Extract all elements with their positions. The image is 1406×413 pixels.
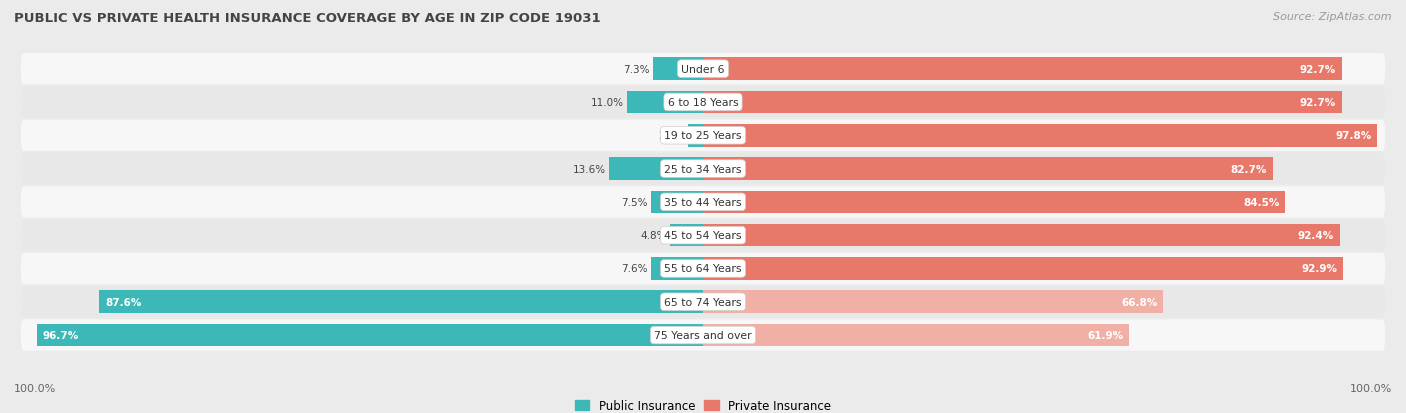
FancyBboxPatch shape [21,253,1385,285]
Bar [703,224,1340,247]
Bar [688,125,703,147]
Bar [651,258,703,280]
Text: Under 6: Under 6 [682,64,724,74]
Text: 61.9%: 61.9% [1088,330,1123,340]
Text: 13.6%: 13.6% [572,164,606,174]
Text: 82.7%: 82.7% [1230,164,1267,174]
Bar [703,158,1272,180]
FancyBboxPatch shape [21,87,1385,118]
FancyBboxPatch shape [21,187,1385,218]
FancyBboxPatch shape [21,320,1385,351]
Text: Source: ZipAtlas.com: Source: ZipAtlas.com [1274,12,1392,22]
Bar [100,291,703,313]
Bar [703,58,1341,81]
Text: 92.4%: 92.4% [1298,230,1334,241]
Text: 6 to 18 Years: 6 to 18 Years [668,98,738,108]
Legend: Public Insurance, Private Insurance: Public Insurance, Private Insurance [571,394,835,413]
Bar [703,125,1376,147]
Bar [669,224,703,247]
Text: 100.0%: 100.0% [14,383,56,393]
Text: 45 to 54 Years: 45 to 54 Years [664,230,742,241]
Bar [703,91,1341,114]
Text: 7.6%: 7.6% [620,264,647,274]
FancyBboxPatch shape [21,220,1385,251]
Text: 92.7%: 92.7% [1301,98,1336,108]
Bar [37,324,703,347]
Text: 96.7%: 96.7% [42,330,79,340]
Bar [627,91,703,114]
Text: 92.9%: 92.9% [1302,264,1337,274]
Bar [703,291,1163,313]
Bar [652,58,703,81]
Text: 7.5%: 7.5% [621,197,648,207]
Bar [609,158,703,180]
Text: 35 to 44 Years: 35 to 44 Years [664,197,742,207]
Text: 65 to 74 Years: 65 to 74 Years [664,297,742,307]
Text: 25 to 34 Years: 25 to 34 Years [664,164,742,174]
Text: 66.8%: 66.8% [1122,297,1157,307]
Text: 11.0%: 11.0% [591,98,624,108]
Text: 97.8%: 97.8% [1336,131,1371,141]
Text: PUBLIC VS PRIVATE HEALTH INSURANCE COVERAGE BY AGE IN ZIP CODE 19031: PUBLIC VS PRIVATE HEALTH INSURANCE COVER… [14,12,600,25]
Text: 100.0%: 100.0% [1350,383,1392,393]
Text: 75 Years and over: 75 Years and over [654,330,752,340]
Text: 84.5%: 84.5% [1243,197,1279,207]
FancyBboxPatch shape [21,120,1385,152]
FancyBboxPatch shape [21,287,1385,318]
Bar [703,324,1129,347]
Text: 92.7%: 92.7% [1301,64,1336,74]
Bar [703,191,1285,214]
Bar [703,258,1343,280]
FancyBboxPatch shape [21,54,1385,85]
Text: 7.3%: 7.3% [623,64,650,74]
Text: 4.8%: 4.8% [640,230,666,241]
Bar [651,191,703,214]
Text: 19 to 25 Years: 19 to 25 Years [664,131,742,141]
Text: 55 to 64 Years: 55 to 64 Years [664,264,742,274]
Text: 2.2%: 2.2% [658,131,685,141]
Text: 87.6%: 87.6% [105,297,142,307]
FancyBboxPatch shape [21,154,1385,185]
